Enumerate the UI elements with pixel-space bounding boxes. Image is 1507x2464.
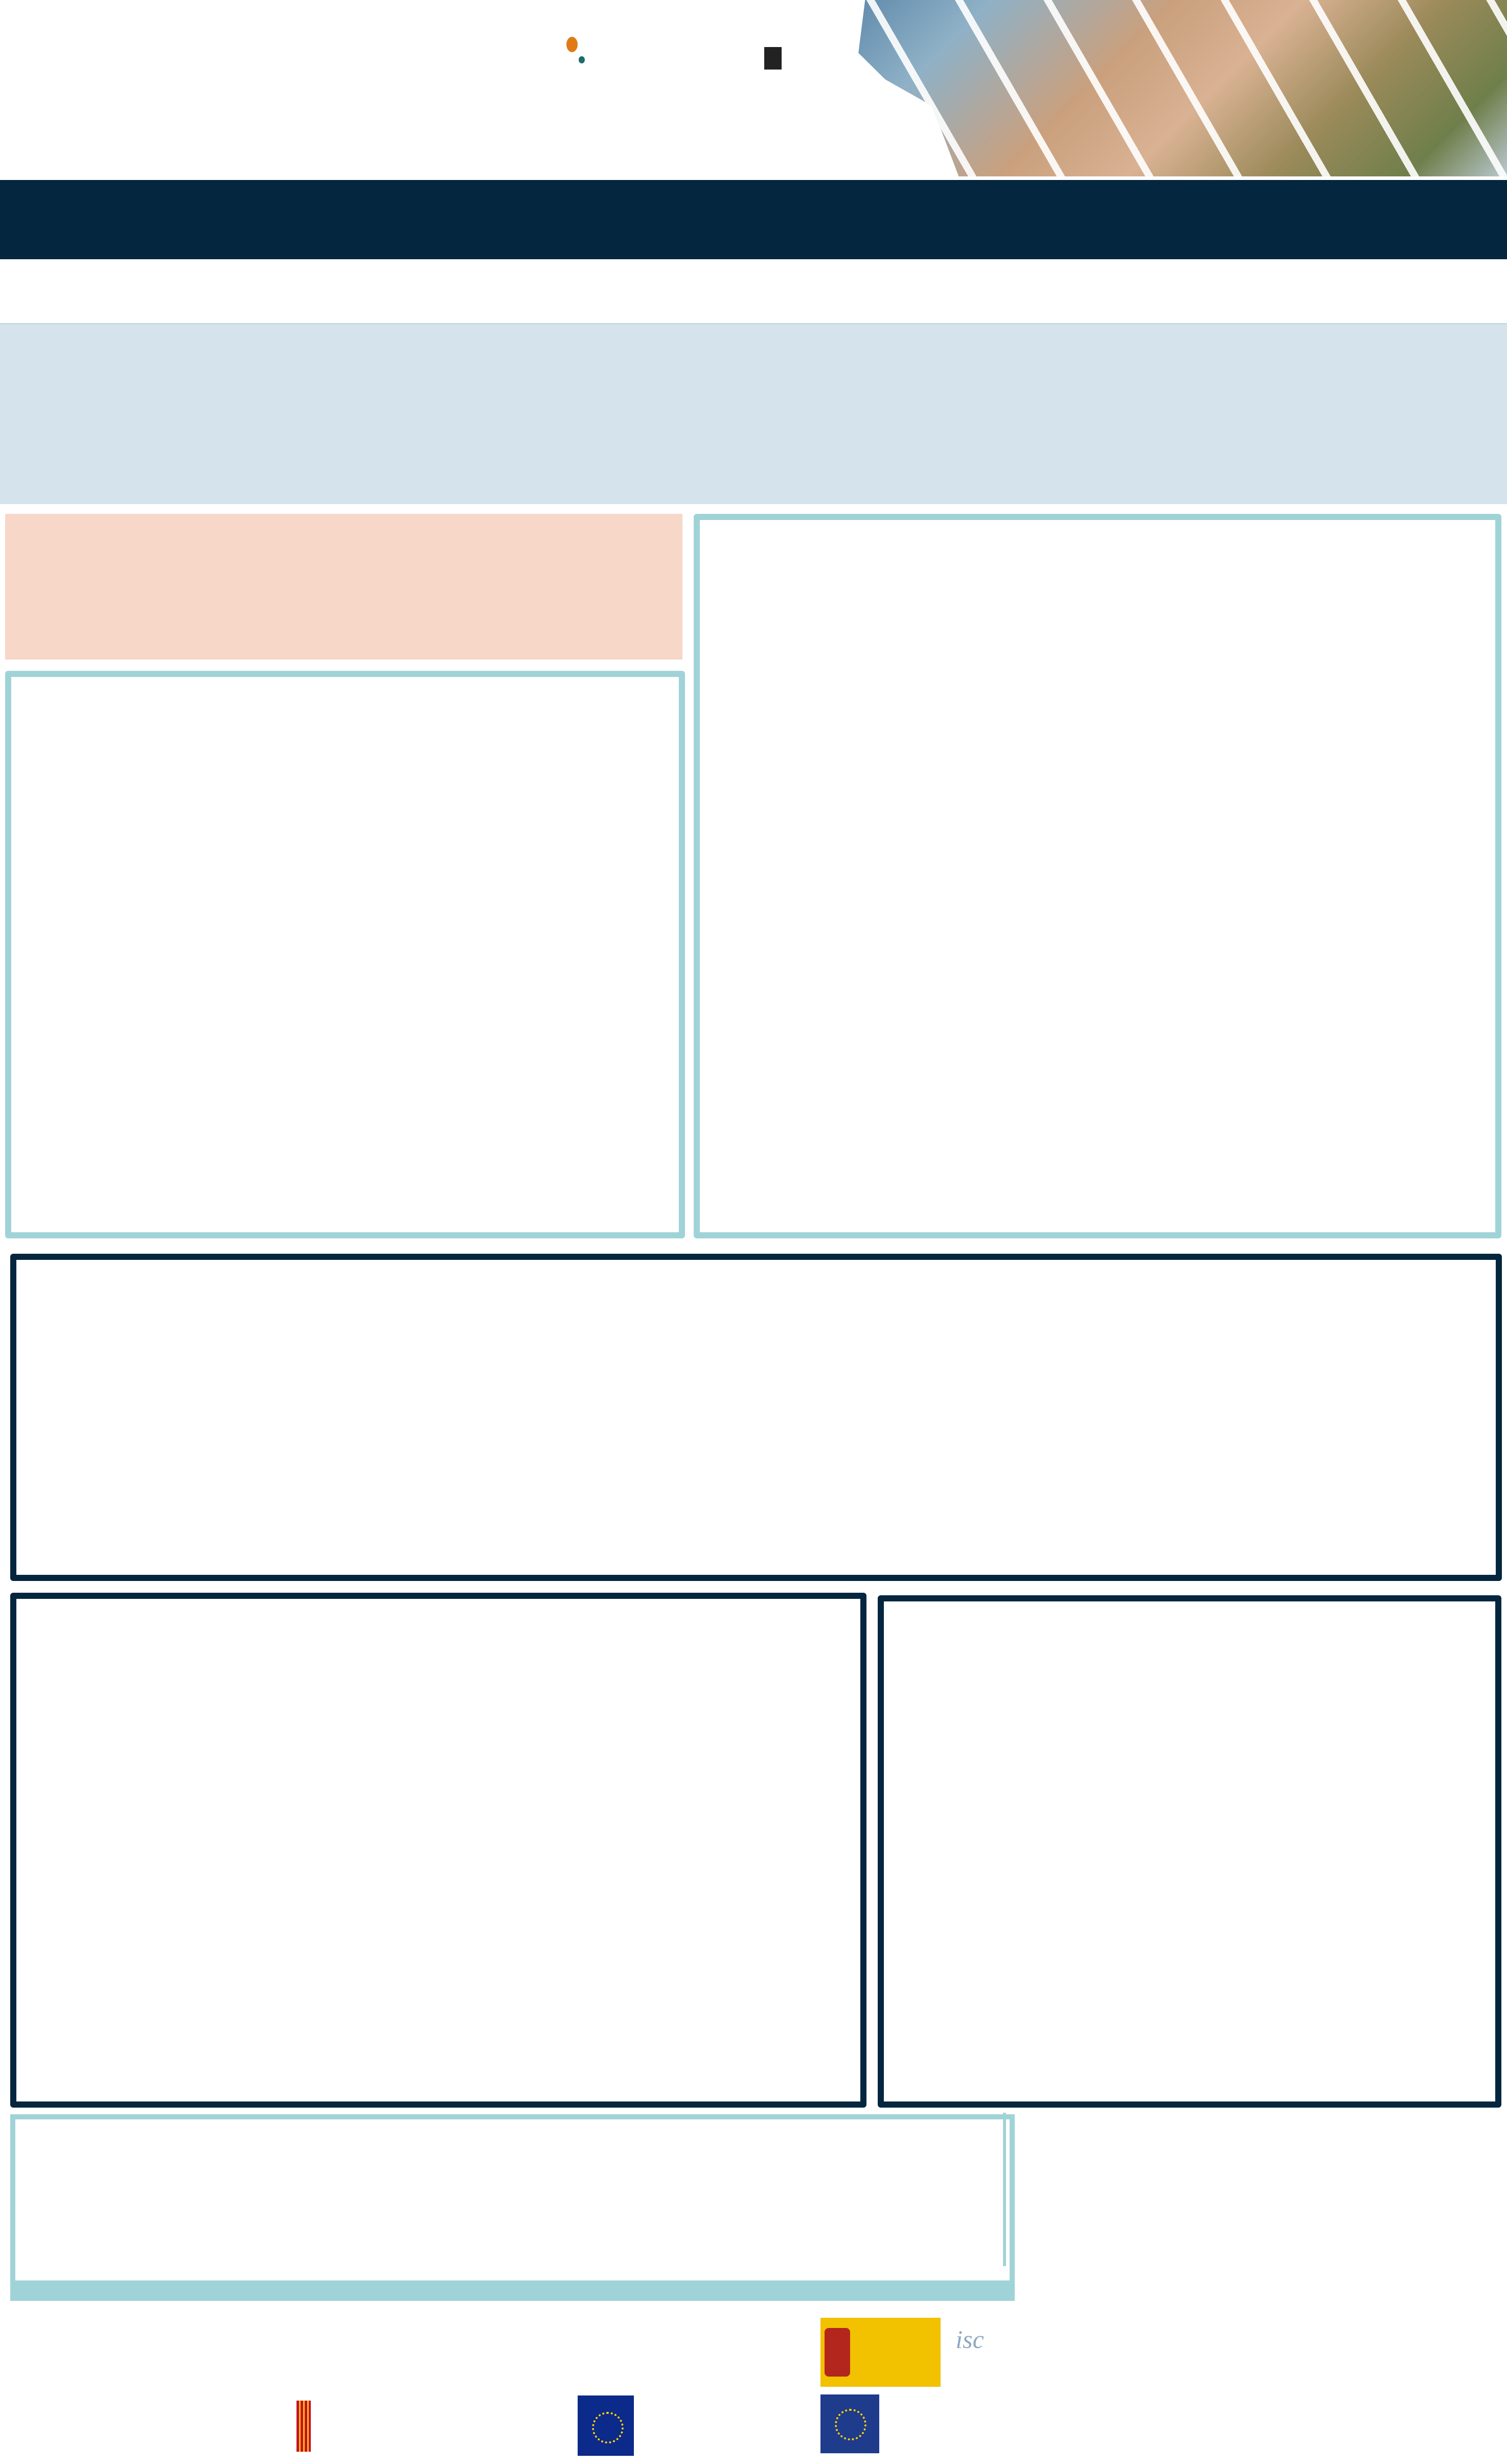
eu-flag-icon (820, 2394, 879, 2453)
figure4-nnt-scatter (295, 1686, 581, 1987)
figure5-section-title (884, 1607, 1495, 1644)
figure4-box (10, 1593, 866, 2108)
figure5-bcpap-mrna-bars (1175, 1688, 1492, 1885)
spain-coat-of-arms-icon (825, 2328, 850, 2377)
figure1a-tcga-scatter (47, 723, 354, 968)
poster-header (0, 0, 1507, 179)
introduction-box (0, 323, 1507, 504)
figure1b-lab-scatter (21, 1014, 359, 1245)
igtp-registered-badge (764, 47, 782, 70)
figure2-box (694, 514, 1501, 1238)
logo-dot-orange-icon (566, 37, 578, 52)
figure1-box (5, 671, 685, 1238)
poster-title-line1 (0, 180, 1507, 184)
references-accent-bar (1003, 2113, 1006, 2266)
figure1a-gse-scatter (349, 723, 676, 968)
conclusions-box (10, 2114, 1015, 2301)
geometric-pattern-overlay (858, 0, 1507, 176)
figure3a-tds-bars (32, 1316, 338, 1510)
figure5-tpc1-tds-bars (884, 1880, 1170, 2023)
figure5-bcpap-tds-bars (1175, 1880, 1492, 2023)
figure5-tpc1-mrna-bars (884, 1691, 1170, 1888)
figure2-lymph-chart (700, 860, 1088, 1157)
figure5-box (878, 1595, 1501, 2108)
logo-dot-teal-icon (579, 56, 585, 63)
figure4-section-title (16, 1608, 860, 1646)
granada-alhambra-photo (858, 0, 1507, 176)
title-band (0, 180, 1507, 259)
figure4-ogdhl-scatter (16, 1686, 303, 1987)
figure3b-hesc-bars (752, 1311, 1080, 1521)
funding-acknowledgement (10, 2311, 813, 2344)
figure3-box (10, 1254, 1502, 1581)
senyera-icon (296, 2401, 311, 2452)
eu-flag-icon (578, 2395, 634, 2456)
ministry-science-logo (820, 2318, 941, 2387)
eu-feder-logo (639, 2395, 803, 2409)
figure4-cycs-scatter (574, 1686, 860, 1987)
figure3a-mrna-bars (374, 1311, 742, 1510)
eu-fse-logo (883, 2401, 1001, 2412)
objective-box (5, 514, 682, 660)
authors-block (0, 259, 1507, 290)
figure2-extension-chart (1099, 581, 1497, 868)
affiliation-list (0, 259, 1507, 290)
isciii-logo: isc (947, 2321, 993, 2357)
isciii-mark-icon: isc (955, 2325, 984, 2354)
figure2-recurrence-chart (700, 581, 1088, 868)
figure2-section-title (700, 525, 1495, 562)
figure2-brafras-chart (1099, 860, 1497, 1157)
gencat-logo (296, 2401, 583, 2452)
